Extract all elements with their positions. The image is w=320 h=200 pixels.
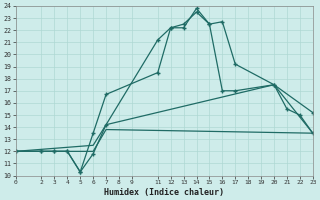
X-axis label: Humidex (Indice chaleur): Humidex (Indice chaleur) — [104, 188, 224, 197]
